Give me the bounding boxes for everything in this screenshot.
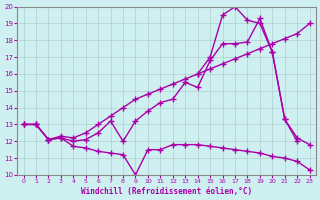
X-axis label: Windchill (Refroidissement éolien,°C): Windchill (Refroidissement éolien,°C)	[81, 187, 252, 196]
